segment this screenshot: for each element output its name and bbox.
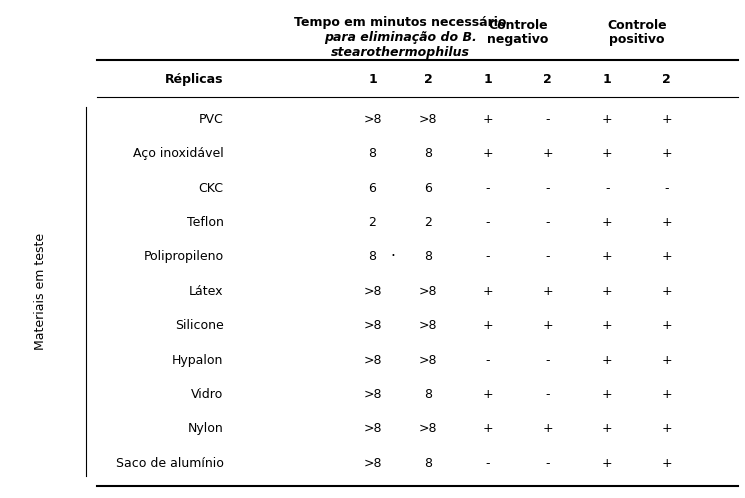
Text: >8: >8	[419, 319, 437, 332]
Text: positivo: positivo	[609, 33, 665, 46]
Text: -: -	[665, 182, 669, 195]
Text: -: -	[545, 457, 550, 470]
Text: +: +	[662, 354, 672, 367]
Text: -: -	[486, 457, 490, 470]
Text: >8: >8	[364, 285, 381, 298]
Text: +: +	[602, 319, 612, 332]
Text: +: +	[662, 113, 672, 126]
Text: Nylon: Nylon	[188, 422, 224, 435]
Text: 6: 6	[369, 182, 376, 195]
Text: 2: 2	[369, 216, 376, 229]
Text: 1: 1	[603, 73, 612, 86]
Text: +: +	[602, 285, 612, 298]
Text: 2: 2	[424, 73, 433, 86]
Text: -: -	[545, 216, 550, 229]
Text: +: +	[483, 147, 493, 160]
Text: +: +	[602, 422, 612, 435]
Text: 1: 1	[368, 73, 377, 86]
Text: +: +	[602, 216, 612, 229]
Text: -: -	[486, 354, 490, 367]
Text: Saco de alumínio: Saco de alumínio	[115, 457, 224, 470]
Text: Réplicas: Réplicas	[165, 73, 224, 86]
Text: +: +	[662, 147, 672, 160]
Text: Controle: Controle	[488, 19, 548, 32]
Text: +: +	[662, 457, 672, 470]
Text: 6: 6	[425, 182, 432, 195]
Text: >8: >8	[364, 422, 381, 435]
Text: 8: 8	[425, 457, 432, 470]
Text: +: +	[483, 422, 493, 435]
Text: Teflon: Teflon	[187, 216, 224, 229]
Text: >8: >8	[364, 319, 381, 332]
Text: Controle: Controle	[607, 19, 667, 32]
Text: >8: >8	[419, 354, 437, 367]
Text: >8: >8	[364, 354, 381, 367]
Text: +: +	[662, 319, 672, 332]
Text: +: +	[662, 422, 672, 435]
Text: +: +	[542, 285, 553, 298]
Text: >8: >8	[419, 285, 437, 298]
Text: para eliminação do B.: para eliminação do B.	[324, 31, 477, 44]
Text: -: -	[545, 388, 550, 401]
Text: -: -	[486, 250, 490, 263]
Text: Materiais em teste: Materiais em teste	[34, 233, 48, 350]
Text: >8: >8	[364, 113, 381, 126]
Text: -: -	[545, 182, 550, 195]
Text: >8: >8	[419, 113, 437, 126]
Text: >8: >8	[364, 388, 381, 401]
Text: 8: 8	[369, 250, 376, 263]
Text: -: -	[545, 113, 550, 126]
Text: 8: 8	[425, 250, 432, 263]
Text: +: +	[483, 113, 493, 126]
Text: 8: 8	[369, 147, 376, 160]
Text: Silicone: Silicone	[175, 319, 224, 332]
Text: -: -	[486, 216, 490, 229]
Text: 2: 2	[662, 73, 671, 86]
Text: Látex: Látex	[189, 285, 223, 298]
Text: +: +	[662, 216, 672, 229]
Text: PVC: PVC	[199, 113, 224, 126]
Text: +: +	[602, 147, 612, 160]
Text: 8: 8	[425, 388, 432, 401]
Text: +: +	[602, 113, 612, 126]
Text: -: -	[605, 182, 609, 195]
Text: +: +	[542, 147, 553, 160]
Text: -: -	[545, 354, 550, 367]
Text: Aço inoxidável: Aço inoxidável	[133, 147, 224, 160]
Text: +: +	[483, 388, 493, 401]
Text: +: +	[542, 319, 553, 332]
Text: +: +	[483, 319, 493, 332]
Text: +: +	[602, 457, 612, 470]
Text: Hypalon: Hypalon	[172, 354, 224, 367]
Text: Polipropileno: Polipropileno	[143, 250, 224, 263]
Text: +: +	[602, 354, 612, 367]
Text: Tempo em minutos necessário: Tempo em minutos necessário	[294, 16, 507, 29]
Text: +: +	[662, 285, 672, 298]
Text: CKC: CKC	[198, 182, 224, 195]
Text: >8: >8	[364, 457, 381, 470]
Text: 8: 8	[425, 147, 432, 160]
Text: +: +	[602, 388, 612, 401]
Text: +: +	[602, 250, 612, 263]
Text: +: +	[662, 250, 672, 263]
Text: -: -	[545, 250, 550, 263]
Text: -: -	[486, 182, 490, 195]
Text: +: +	[662, 388, 672, 401]
Text: 2: 2	[543, 73, 552, 86]
Text: +: +	[483, 285, 493, 298]
Text: Vidro: Vidro	[191, 388, 224, 401]
Text: +: +	[542, 422, 553, 435]
Text: ·: ·	[390, 249, 396, 264]
Text: >8: >8	[419, 422, 437, 435]
Text: 2: 2	[425, 216, 432, 229]
Text: stearothermophilus: stearothermophilus	[331, 46, 470, 59]
Text: negativo: negativo	[487, 33, 548, 46]
Text: 1: 1	[484, 73, 492, 86]
